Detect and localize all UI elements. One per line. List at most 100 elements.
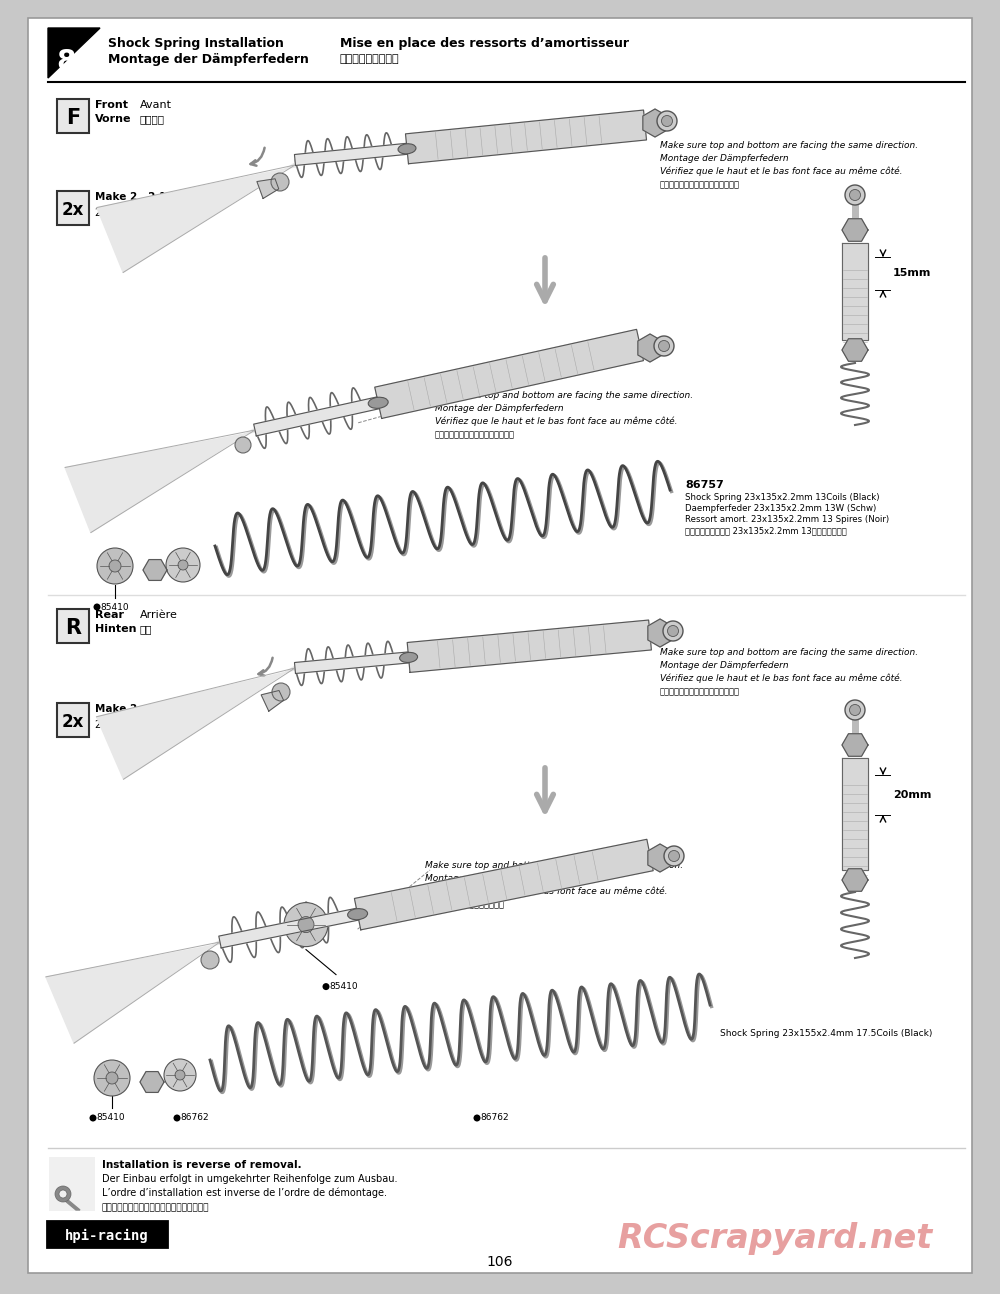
Text: Shock Spring 23x135x2.2mm 13Coils (Black): Shock Spring 23x135x2.2mm 13Coils (Black… — [685, 493, 880, 502]
Text: Montage der Dämpferfedern: Montage der Dämpferfedern — [660, 154, 789, 163]
Circle shape — [298, 916, 314, 933]
Polygon shape — [46, 939, 220, 1043]
Text: Installation is reverse of removal.: Installation is reverse of removal. — [102, 1159, 302, 1170]
Text: ショックエンドの向きを揃えます。: ショックエンドの向きを揃えます。 — [660, 687, 740, 696]
Circle shape — [662, 115, 672, 127]
Text: RCScrapyard.net: RCScrapyard.net — [617, 1222, 933, 1255]
Circle shape — [235, 437, 251, 453]
Circle shape — [663, 621, 683, 641]
Text: Rear: Rear — [95, 609, 124, 620]
Text: Daempferfeder 23x135x2.2mm 13W (Schw): Daempferfeder 23x135x2.2mm 13W (Schw) — [685, 503, 876, 512]
Text: Make 2   2 fois: Make 2 2 fois — [95, 192, 181, 202]
Text: 20mm: 20mm — [893, 791, 931, 800]
Text: ショックエンドの向きを揃えます。: ショックエンドの向きを揃えます。 — [425, 901, 505, 908]
Text: Montage der Dämpferfedern: Montage der Dämpferfedern — [660, 661, 789, 670]
Circle shape — [850, 704, 860, 716]
Text: 2x: 2x — [62, 201, 84, 219]
Text: ショックスプリング 23x135x2.2mm 13巻（ブラック）: ショックスプリング 23x135x2.2mm 13巻（ブラック） — [685, 525, 847, 534]
Circle shape — [284, 903, 328, 947]
Polygon shape — [406, 110, 646, 164]
Polygon shape — [48, 28, 100, 78]
Text: 85410: 85410 — [100, 603, 129, 612]
Polygon shape — [143, 559, 167, 581]
Text: Shock Spring Installation: Shock Spring Installation — [108, 38, 284, 50]
Circle shape — [106, 1071, 118, 1084]
Circle shape — [668, 625, 678, 637]
Polygon shape — [294, 144, 408, 166]
Polygon shape — [254, 397, 379, 436]
Text: L’ordre d’installation est inverse de l’ordre de démontage.: L’ordre d’installation est inverse de l’… — [102, 1188, 387, 1198]
Text: フロント: フロント — [140, 114, 165, 124]
Circle shape — [272, 683, 290, 701]
Text: ショックエンドの向きを揃えます。: ショックエンドの向きを揃えます。 — [435, 430, 515, 439]
Text: ショックエンドの向きを揃えます。: ショックエンドの向きを揃えます。 — [660, 180, 740, 189]
Text: リア: リア — [140, 624, 152, 634]
Text: Mise en place des ressorts d’amortisseur: Mise en place des ressorts d’amortisseur — [340, 38, 629, 50]
Text: Make sure top and bottom are facing the same direction.: Make sure top and bottom are facing the … — [660, 648, 918, 657]
Circle shape — [845, 700, 865, 719]
Text: 8: 8 — [56, 48, 75, 76]
Circle shape — [109, 560, 121, 572]
Circle shape — [850, 189, 860, 201]
Circle shape — [59, 1190, 67, 1198]
Text: Vérifiez que le haut et le bas font face au même côté.: Vérifiez que le haut et le bas font face… — [435, 417, 678, 426]
Text: Montage der Dämpferfedern: Montage der Dämpferfedern — [435, 404, 564, 413]
Circle shape — [271, 173, 289, 192]
FancyBboxPatch shape — [57, 192, 89, 225]
Circle shape — [166, 547, 200, 582]
Polygon shape — [294, 652, 409, 673]
Polygon shape — [64, 1200, 80, 1210]
FancyBboxPatch shape — [28, 18, 972, 1273]
Circle shape — [201, 951, 219, 969]
Polygon shape — [842, 734, 868, 756]
Text: hpi-racing: hpi-racing — [65, 1229, 149, 1244]
Polygon shape — [842, 758, 868, 870]
Circle shape — [164, 1058, 196, 1091]
Circle shape — [845, 185, 865, 204]
Text: Hinten: Hinten — [95, 624, 136, 634]
Circle shape — [664, 846, 684, 866]
Text: Arrière: Arrière — [140, 609, 178, 620]
Ellipse shape — [400, 652, 418, 663]
Polygon shape — [261, 691, 284, 712]
Polygon shape — [842, 868, 868, 892]
Circle shape — [474, 1114, 480, 1122]
Text: Der Einbau erfolgt in umgekehrter Reihenfolge zum Ausbau.: Der Einbau erfolgt in umgekehrter Reihen… — [102, 1174, 398, 1184]
Polygon shape — [648, 619, 672, 647]
Text: スプリングの取付け: スプリングの取付け — [340, 54, 400, 63]
Text: 85410: 85410 — [329, 982, 358, 991]
FancyBboxPatch shape — [49, 1157, 95, 1211]
Text: Make sure top and bottom are facing the same direction.: Make sure top and bottom are facing the … — [435, 391, 693, 400]
Polygon shape — [219, 908, 359, 949]
Circle shape — [174, 1114, 180, 1122]
Text: Vérifiez que le haut et le bas font face au même côté.: Vérifiez que le haut et le bas font face… — [660, 673, 902, 683]
Text: 86762: 86762 — [480, 1114, 509, 1122]
Polygon shape — [638, 334, 662, 362]
Text: 86762: 86762 — [180, 1114, 209, 1122]
Text: Make sure top and bottom are facing the same direction.: Make sure top and bottom are facing the … — [425, 861, 683, 870]
Text: Make 2   2 fois: Make 2 2 fois — [95, 704, 181, 714]
Text: Montage der Dämpferfedern: Montage der Dämpferfedern — [108, 53, 309, 66]
Polygon shape — [97, 666, 295, 779]
Text: 2 Stück  2回作ります: 2 Stück 2回作ります — [95, 719, 174, 729]
Circle shape — [658, 340, 670, 352]
Polygon shape — [842, 219, 868, 241]
Polygon shape — [97, 163, 295, 273]
Ellipse shape — [348, 908, 368, 920]
Circle shape — [175, 1070, 185, 1080]
Polygon shape — [375, 330, 643, 418]
FancyBboxPatch shape — [47, 1222, 167, 1247]
Polygon shape — [354, 840, 653, 930]
FancyBboxPatch shape — [57, 703, 89, 738]
Text: Avant: Avant — [140, 100, 172, 110]
Ellipse shape — [398, 144, 416, 154]
Text: 2x: 2x — [62, 713, 84, 731]
Circle shape — [55, 1187, 71, 1202]
Text: F: F — [66, 107, 80, 128]
Text: Make sure top and bottom are facing the same direction.: Make sure top and bottom are facing the … — [660, 141, 918, 150]
Polygon shape — [407, 620, 651, 673]
Polygon shape — [140, 1071, 164, 1092]
Text: Montage der Dämpferfedern: Montage der Dämpferfedern — [425, 873, 554, 883]
Polygon shape — [648, 844, 672, 872]
Ellipse shape — [368, 397, 388, 409]
